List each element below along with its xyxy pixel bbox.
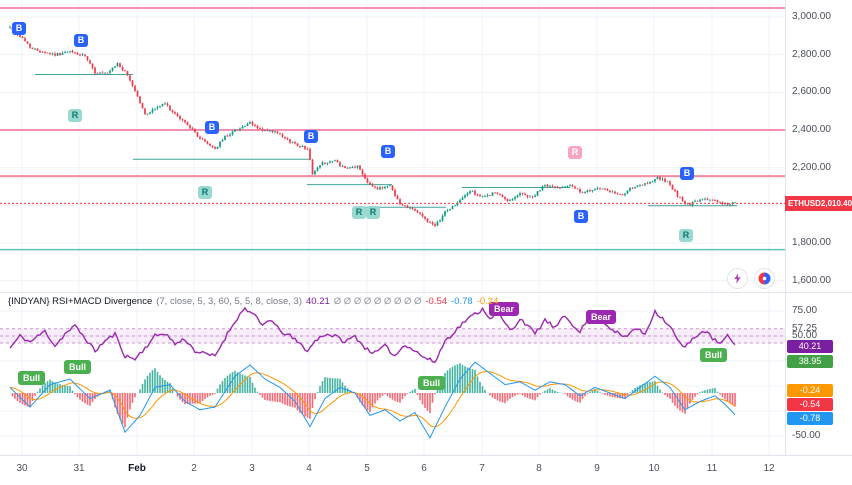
indicator-value-badge: -0.54	[787, 397, 833, 411]
indicator-legend-segment-5: -0.78	[451, 296, 473, 307]
indicator-axis-label: 57.25	[792, 322, 818, 334]
flash-icon[interactable]	[727, 268, 748, 289]
time-axis-label: 8	[536, 463, 542, 474]
time-axis-label: 6	[421, 463, 427, 474]
price-axis-label: 2,600.00	[792, 86, 831, 98]
time-axis-label: 4	[306, 463, 312, 474]
price-axis-label: 2,400.00	[792, 124, 831, 135]
indicator-value-badge: -0.24	[787, 383, 833, 397]
time-axis-label: 2	[191, 463, 197, 474]
time-axis-label: 10	[648, 463, 660, 474]
indicator-value-badge: 40.21	[787, 339, 833, 353]
indicator-legend-segment-4: -0.54	[425, 296, 448, 307]
indicator-legend[interactable]: {INDYAN} RSI+MACD Divergence (7, close, 5…	[8, 296, 502, 307]
pane-buttons	[727, 268, 775, 289]
time-axis-label: 31	[73, 463, 85, 474]
time-axis-label: Feb	[128, 463, 146, 474]
price-axis-label: 1,800.00	[792, 237, 831, 248]
time-axis-label: 30	[16, 463, 28, 474]
indicator-axis-label: -50.00	[792, 430, 821, 441]
time-axis-label: 9	[594, 463, 600, 474]
indicator-legend-segment-3: Ø Ø Ø Ø Ø Ø Ø Ø Ø	[333, 296, 422, 307]
price-axis-label: 1,600.00	[792, 274, 831, 286]
time-axis-label: 11	[706, 463, 718, 474]
indicator-legend-segment-1: (7, close, 5, 3, 60, 5, 5, 8, close, 3)	[156, 296, 302, 307]
price-axis-label: 2,800.00	[792, 48, 831, 60]
indicator-legend-segment-2: 40.21	[305, 296, 330, 307]
indicator-axis-label: 75.00	[792, 305, 818, 316]
indicator-legend-segment-6: -0.24	[476, 296, 499, 307]
time-axis-label: 3	[249, 463, 255, 474]
price-scale[interactable]: 3,000.00 2,800.00 2,600.00 2,400.00 2,200.00…	[785, 0, 852, 455]
price-axis-label: 3,000.00	[792, 11, 831, 22]
time-axis-label: 7	[479, 463, 485, 474]
halftone-circle-icon[interactable]	[754, 268, 775, 289]
price-axis-label: 2,200.00	[792, 161, 831, 173]
last-price-value: 2,010.40	[820, 198, 852, 208]
last-price-badge: ETHUSD 2,010.40	[785, 195, 852, 211]
indicator-value-badge: -0.78	[787, 411, 833, 425]
time-axis-label: 5	[364, 463, 370, 474]
indicator-value-badge: 38.95	[787, 354, 833, 368]
symbol-label: ETHUSD	[788, 198, 821, 208]
indicator-axis-label: 50.00	[792, 330, 818, 341]
indicator-legend-segment-0: {INDYAN} RSI+MACD Divergence	[8, 296, 153, 307]
time-axis-label: 12	[763, 463, 775, 474]
time-axis[interactable]: 30 31 Feb 2 3 4 5 6 7 8 9 10 11 12	[0, 455, 852, 485]
